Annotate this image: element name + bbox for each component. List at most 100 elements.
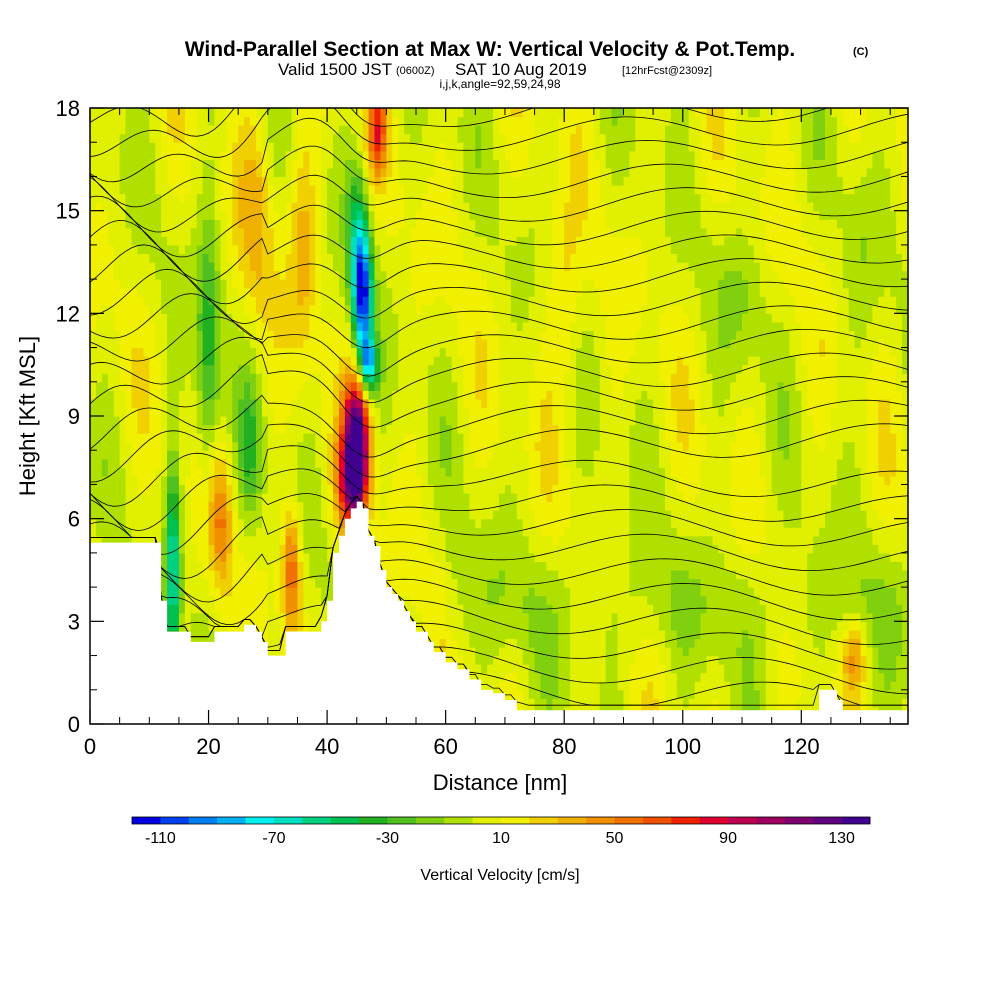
velocity-cell	[380, 407, 387, 417]
velocity-cell	[410, 339, 417, 349]
velocity-cell	[457, 339, 465, 349]
velocity-cell	[184, 544, 192, 554]
velocity-cell	[380, 167, 387, 178]
velocity-cell	[267, 270, 275, 280]
velocity-cell	[90, 167, 97, 178]
velocity-cell	[321, 330, 328, 340]
velocity-cell	[208, 193, 216, 203]
velocity-cell	[410, 116, 417, 126]
velocity-cell	[487, 510, 494, 520]
velocity-cell	[433, 407, 441, 417]
velocity-cell	[333, 279, 340, 289]
velocity-cell	[101, 356, 109, 366]
velocity-cell	[315, 450, 322, 460]
velocity-cell	[392, 330, 399, 340]
velocity-cell	[362, 287, 370, 297]
velocity-cell	[113, 219, 121, 229]
velocity-cell	[244, 202, 251, 212]
velocity-cell	[481, 561, 488, 571]
velocity-cell	[392, 450, 399, 460]
velocity-cell	[232, 475, 239, 486]
velocity-cell	[119, 441, 127, 451]
velocity-cell	[184, 270, 192, 280]
velocity-cell	[356, 398, 364, 409]
velocity-cell	[90, 219, 97, 229]
velocity-cell	[356, 381, 364, 391]
velocity-cell	[380, 159, 387, 169]
velocity-cell	[356, 167, 364, 178]
velocity-cell	[95, 484, 103, 494]
velocity-cell	[374, 450, 382, 460]
velocity-cell	[374, 227, 382, 237]
velocity-cell	[469, 159, 476, 169]
velocity-cell	[238, 424, 245, 434]
velocity-cell	[190, 390, 198, 400]
velocity-cell	[161, 210, 168, 220]
velocity-cell	[232, 458, 239, 468]
velocity-cell	[273, 304, 281, 314]
velocity-cell	[433, 604, 441, 614]
velocity-cell	[410, 450, 417, 460]
velocity-cell	[463, 424, 470, 434]
velocity-cell	[392, 313, 399, 323]
velocity-cell	[131, 142, 139, 152]
velocity-cell	[445, 518, 453, 528]
velocity-cell	[315, 544, 322, 554]
velocity-cell	[463, 159, 470, 169]
velocity-cell	[457, 527, 465, 537]
velocity-cell	[255, 484, 263, 494]
velocity-cell	[427, 475, 435, 486]
velocity-cell	[344, 398, 352, 409]
velocity-cell	[398, 450, 405, 460]
velocity-cell	[445, 304, 453, 314]
velocity-cell	[143, 313, 150, 323]
velocity-cell	[279, 373, 287, 383]
velocity-cell	[279, 381, 287, 391]
velocity-cell	[149, 279, 156, 289]
velocity-cell	[113, 142, 121, 152]
velocity-cell	[220, 202, 227, 212]
velocity-cell	[273, 210, 281, 220]
velocity-cell	[451, 185, 459, 195]
velocity-cell	[149, 458, 156, 468]
velocity-cell	[309, 450, 316, 460]
velocity-cell	[232, 202, 239, 212]
velocity-cell	[362, 150, 370, 160]
velocity-cell	[232, 484, 239, 494]
velocity-cell	[149, 125, 156, 135]
velocity-cell	[244, 210, 251, 220]
velocity-cell	[404, 458, 411, 468]
velocity-cell	[469, 116, 476, 126]
velocity-cell	[267, 595, 275, 605]
velocity-cell	[356, 116, 364, 126]
velocity-cell	[362, 373, 370, 383]
velocity-cell	[273, 441, 281, 451]
velocity-cell	[232, 125, 239, 135]
velocity-cell	[214, 527, 222, 537]
velocity-cell	[344, 424, 352, 434]
velocity-cell	[398, 330, 405, 340]
velocity-cell	[344, 433, 352, 443]
velocity-cell	[439, 236, 447, 246]
velocity-cell	[291, 356, 299, 366]
velocity-cell	[433, 467, 441, 477]
velocity-cell	[285, 407, 293, 417]
velocity-cell	[178, 570, 186, 580]
velocity-cell	[273, 433, 281, 443]
velocity-cell	[214, 570, 222, 580]
velocity-cell	[433, 270, 441, 280]
velocity-cell	[250, 236, 257, 246]
velocity-cell	[463, 587, 470, 597]
velocity-cell	[333, 304, 340, 314]
velocity-cell	[291, 219, 299, 229]
velocity-cell	[350, 116, 358, 126]
velocity-cell	[202, 364, 210, 374]
velocity-cell	[327, 535, 334, 545]
velocity-cell	[261, 450, 269, 460]
velocity-cell	[404, 313, 411, 323]
velocity-cell	[463, 398, 470, 409]
velocity-cell	[416, 330, 423, 340]
velocity-cell	[226, 527, 233, 537]
velocity-cell	[315, 227, 322, 237]
velocity-cell	[392, 552, 399, 563]
